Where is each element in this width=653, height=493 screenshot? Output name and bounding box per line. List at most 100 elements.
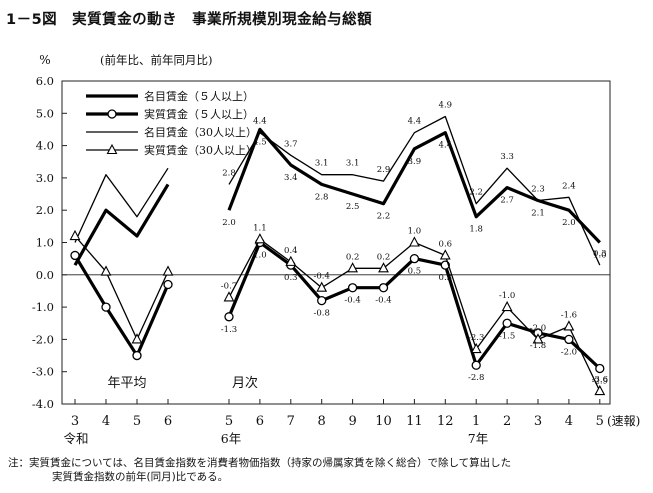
data-label-nominal-5: 2.7	[500, 196, 514, 206]
legend-label: 実質賃金（５人以上）	[144, 107, 254, 121]
series-2	[74, 115, 601, 266]
data-label-real-5: -0.4	[344, 296, 360, 306]
data-label-nominal-30: 4.9	[439, 101, 453, 111]
data-label-nominal-5: 2.2	[377, 212, 391, 222]
data-label-nominal-5: 1.8	[469, 225, 483, 235]
data-label-real-5: 1.0	[253, 251, 267, 261]
y-tick-label: 3.0	[36, 171, 54, 185]
data-label-real-30: 0.4	[284, 246, 298, 256]
data-label-real-30: -3.6	[592, 375, 608, 385]
x-tick-label-annual: 3	[71, 414, 79, 429]
x-tick-label-month: 3	[534, 414, 542, 429]
series-line-annual	[73, 183, 170, 266]
data-label-real-30: 1.1	[253, 223, 267, 233]
data-point-triangle	[563, 320, 575, 331]
data-label-real-5: 0.5	[408, 267, 422, 277]
y-unit-label: %	[39, 53, 50, 67]
era-label-reiwa: 令和	[63, 431, 88, 446]
era-label-year6: 6年	[221, 431, 241, 446]
data-point-circle	[317, 295, 327, 306]
y-tick-label: 0.0	[36, 268, 54, 282]
x-tick-label-annual: 6	[164, 414, 172, 429]
data-label-real-5: -1.8	[530, 341, 546, 351]
data-label-nominal-30: 3.3	[500, 152, 514, 162]
data-label-nominal-30: 2.9	[377, 165, 391, 175]
preliminary-label: (速報)	[607, 414, 640, 428]
data-point-circle	[409, 253, 420, 264]
x-tick-label-month: 12	[437, 414, 454, 429]
data-label-real-5: -0.4	[375, 296, 391, 306]
x-tick-label-month: 4	[565, 414, 573, 429]
data-point-circle	[70, 250, 80, 261]
series-line-annual	[73, 254, 170, 358]
data-label-nominal-30: 2.4	[562, 181, 576, 191]
footnote: 注：実質賃金については、名目賃金指数を消費者物価指数（持家の帰属家賃を除く総合）…	[8, 456, 511, 484]
x-tick-label-month: 6	[256, 414, 264, 429]
data-label-nominal-5: 2.1	[531, 209, 545, 219]
y-tick-label: -1.0	[32, 300, 54, 314]
data-point-circle	[101, 302, 111, 312]
data-label-nominal-30: 3.7	[284, 139, 298, 149]
data-label-real-30: -1.6	[561, 310, 577, 320]
data-point-triangle	[501, 300, 513, 312]
data-label-nominal-30: 4.4	[408, 117, 422, 127]
legend-marker-triangle	[106, 143, 118, 155]
data-label-real-30: 0.6	[439, 239, 453, 249]
data-label-real-5: -2.0	[561, 347, 577, 357]
series-line-annual	[74, 235, 169, 341]
x-tick-label-month: 7	[287, 414, 295, 429]
data-label-nominal-30: 2.3	[531, 185, 545, 195]
data-label-real-30: -2.0	[530, 323, 546, 333]
data-point-triangle	[347, 262, 359, 273]
data-label-real-5: -0.8	[314, 309, 330, 319]
x-tick-label-annual: 4	[102, 414, 110, 429]
data-point-circle	[595, 363, 605, 374]
x-tick-label-month: 8	[318, 414, 326, 429]
data-point-circle	[502, 318, 512, 328]
data-point-triangle	[532, 333, 544, 344]
legend-marker-circle	[107, 109, 117, 119]
data-label-nominal-5: 2.0	[562, 218, 576, 228]
chart-subtitle: (前年比、前年同月比)	[100, 53, 212, 67]
data-label-nominal-30: 0.3	[593, 249, 607, 259]
x-tick-label-annual: 5	[133, 414, 141, 429]
chart-title: 1－5図 実質賃金の動き 事業所規模別現金給与総額	[6, 12, 373, 28]
data-label-real-30: -0.7	[221, 281, 237, 291]
data-label-real-30: 0.2	[377, 252, 391, 262]
data-label-nominal-30: 3.1	[346, 159, 360, 169]
legend-label: 名目賃金（30人以上）	[144, 125, 257, 139]
legend-label: 実質賃金（30人以上）	[144, 143, 257, 157]
series-3	[69, 229, 606, 396]
data-point-triangle	[285, 255, 297, 266]
data-point-triangle	[100, 265, 112, 276]
era-label-year7: 7年	[468, 431, 488, 446]
data-label-real-5: -2.9	[592, 376, 608, 386]
data-point-triangle	[131, 333, 143, 344]
data-point-circle	[564, 334, 574, 345]
data-point-circle	[471, 360, 481, 370]
y-tick-label: 4.0	[36, 139, 54, 153]
data-point-triangle	[69, 229, 81, 241]
footnote-line-2: 実質賃金指数の前年(同月)比である。	[52, 471, 229, 483]
y-tick-label: -4.0	[32, 397, 54, 411]
legend-label: 名目賃金（５人以上）	[144, 89, 254, 103]
data-point-triangle	[223, 291, 235, 302]
x-tick-label-month: 5	[225, 414, 233, 429]
data-point-circle	[224, 312, 234, 322]
series-line-monthly	[228, 115, 601, 266]
data-label-real-5: -1.5	[499, 331, 515, 341]
footnote-line-1: 注：実質賃金については、名目賃金指数を消費者物価指数（持家の帰属家賃を除く総合）…	[8, 457, 512, 469]
data-label-real-30: -2.3	[468, 333, 484, 343]
data-label-nominal-5: 2.8	[315, 192, 329, 202]
x-tick-label-month: 10	[375, 414, 392, 429]
data-label-nominal-30: 4.4	[253, 117, 267, 127]
data-point-triangle	[254, 233, 266, 244]
data-label-nominal-5: 1.0	[593, 251, 607, 261]
series-1	[70, 237, 605, 374]
data-point-triangle	[470, 342, 482, 354]
data-point-circle	[347, 283, 358, 293]
data-label-nominal-5: 4.5	[253, 137, 267, 147]
y-tick-label: 6.0	[36, 74, 54, 88]
data-point-triangle	[439, 249, 451, 260]
series-line-annual	[74, 167, 169, 243]
